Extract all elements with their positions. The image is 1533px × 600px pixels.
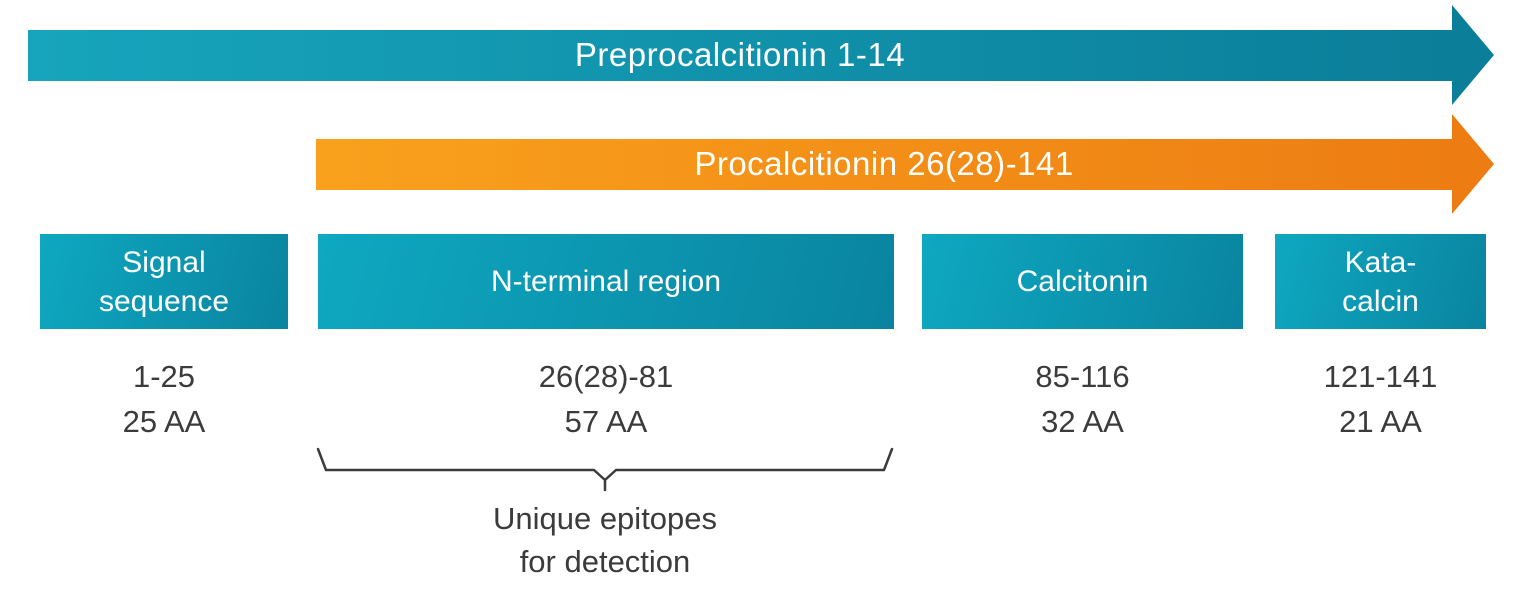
segment-range-calcitonin: 85-116 32 AA (922, 354, 1243, 444)
aa-count-text: 32 AA (1041, 404, 1124, 439)
segment-label-calcitonin: Calcitonin (1016, 265, 1149, 298)
segment-range-n-terminal-region: 26(28)-81 57 AA (318, 354, 894, 444)
range-text: 85-116 (1035, 359, 1130, 394)
segment-box-calcitonin: Calcitonin (922, 234, 1243, 329)
annotation-line2: for detection (519, 544, 691, 579)
aa-count-text: 25 AA (122, 404, 206, 439)
segment-label-signal-sequence: Signal sequence (98, 245, 230, 318)
preprocalcitonin-arrowhead-icon (1452, 5, 1494, 105)
segment-range-katacalcin: 121-141 21 AA (1275, 354, 1486, 444)
unique-epitopes-annotation: Unique epitopes for detection (315, 497, 895, 583)
procalcitonin-arrow-body: Procalcitionin 26(28)-141 (316, 138, 1452, 190)
range-text: 26(28)-81 (538, 359, 674, 394)
procalcitonin-arrow: Procalcitionin 26(28)-141 (316, 114, 1494, 214)
segment-box-katacalcin: Kata- calcin (1275, 234, 1486, 329)
preprocalcitonin-arrow: Preprocalcitionin 1-14 (28, 5, 1494, 105)
brace-icon (316, 447, 894, 492)
procalcitonin-arrow-label: Procalcitionin 26(28)-141 (694, 145, 1074, 182)
segment-box-n-terminal-region: N-terminal region (318, 234, 894, 329)
aa-count-text: 21 AA (1339, 404, 1422, 439)
preprocalcitonin-arrow-label: Preprocalcitionin 1-14 (574, 36, 906, 73)
preprocalcitonin-arrow-body: Preprocalcitionin 1-14 (28, 29, 1452, 81)
aa-count-text: 57 AA (564, 404, 648, 439)
annotation-line1: Unique epitopes (492, 501, 718, 536)
segment-range-signal-sequence: 1-25 25 AA (40, 354, 288, 444)
segment-label-n-terminal-region: N-terminal region (490, 265, 722, 298)
range-text: 121-141 (1323, 359, 1438, 394)
segment-box-signal-sequence: Signal sequence (40, 234, 288, 329)
range-text: 1-25 (132, 359, 196, 394)
procalcitonin-arrowhead-icon (1452, 114, 1494, 214)
segment-label-katacalcin: Kata- calcin (1342, 245, 1419, 318)
